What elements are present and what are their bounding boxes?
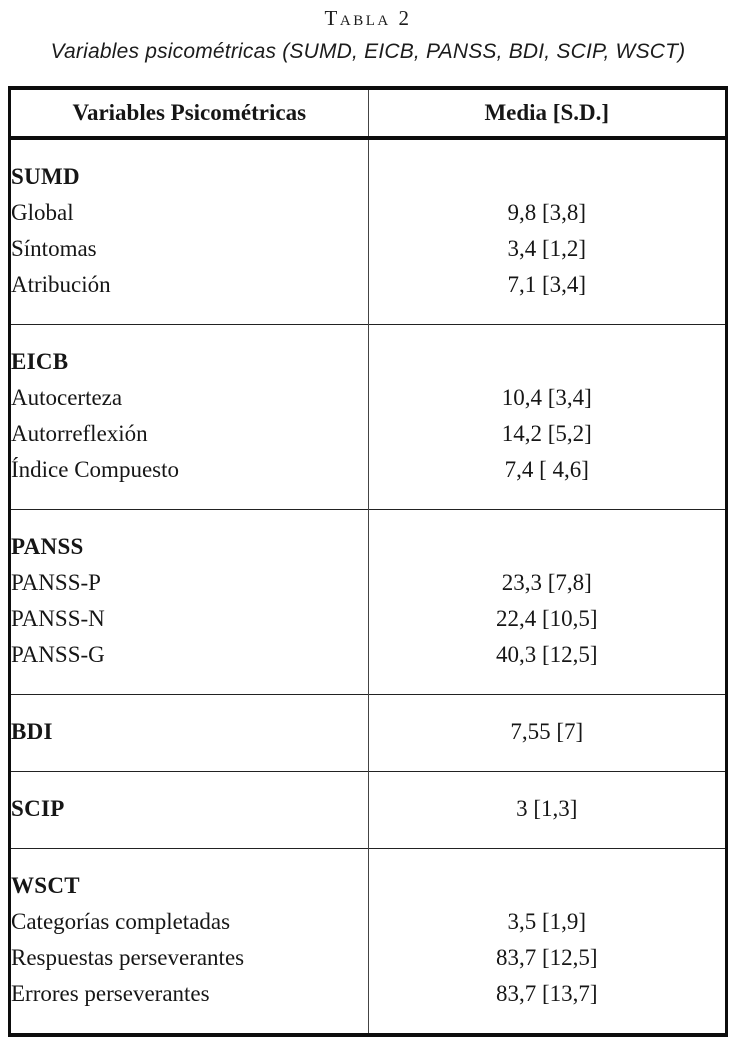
variable-label: Atribución: [11, 272, 111, 297]
value: 7,4 [ 4,6]: [504, 457, 589, 482]
value-spacer: [369, 159, 726, 195]
column-header-variables: Variables Psicométricas: [9, 88, 368, 140]
values-cell: 3,5 [1,9] 83,7 [12,5] 83,7 [13,7]: [367, 848, 727, 1035]
value-spacer: [369, 344, 726, 380]
group-label: WSCT: [11, 873, 80, 898]
variable-label: PANSS-N: [11, 606, 105, 631]
value: 10,4 [3,4]: [501, 385, 592, 410]
values-cell: 10,4 [3,4] 14,2 [5,2] 7,4 [ 4,6]: [367, 324, 727, 510]
value: 14,2 [5,2]: [501, 421, 592, 446]
variables-cell: BDI: [9, 694, 368, 772]
variable-label: Síntomas: [11, 236, 97, 261]
variables-cell: EICB Autocerteza Autorreflexión Índice C…: [9, 324, 368, 510]
values-cell: 7,55 [7]: [367, 694, 727, 772]
table-section-wsct: WSCT Categorías completadas Respuestas p…: [9, 848, 727, 1035]
value: 7,55 [7]: [510, 719, 584, 744]
value: 83,7 [13,7]: [495, 981, 598, 1006]
table-caption-subtitle: Variables psicométricas (SUMD, EICB, PAN…: [50, 40, 686, 63]
values-cell: 9,8 [3,8] 3,4 [1,2] 7,1 [3,4]: [367, 138, 727, 325]
variable-label: PANSS-P: [11, 570, 101, 595]
variables-cell: SUMD Global Síntomas Atribución: [10, 138, 369, 325]
variable-label: Global: [11, 200, 74, 225]
group-label: SCIP: [11, 796, 65, 821]
table-caption-number: Tabla 2: [324, 6, 412, 30]
variable-label: Respuestas perseverantes: [11, 945, 245, 970]
value-spacer: [369, 868, 726, 904]
value: 3,4 [1,2]: [507, 236, 587, 261]
table-section-bdi: BDI 7,55 [7]: [9, 694, 727, 772]
value-spacer: [369, 529, 726, 565]
group-label: SUMD: [11, 164, 80, 189]
value: 40,3 [12,5]: [495, 642, 598, 667]
variables-cell: PANSS PANSS-P PANSS-N PANSS-G: [9, 509, 368, 695]
table-section-sumd: SUMD Global Síntomas Atribución 9,8 [3,8…: [10, 138, 727, 325]
value: 22,4 [10,5]: [495, 606, 598, 631]
psychometric-variables-table: Variables Psicométricas Media [S.D.] SUM…: [8, 86, 728, 1037]
group-label: PANSS: [11, 534, 84, 559]
variable-label: PANSS-G: [11, 642, 105, 667]
values-cell: 3 [1,3]: [367, 771, 727, 849]
column-header-media: Media [S.D.]: [367, 88, 727, 140]
variables-cell: SCIP: [9, 771, 368, 849]
table-section-scip: SCIP 3 [1,3]: [9, 771, 727, 849]
variable-label: Autocerteza: [11, 385, 123, 410]
group-label: EICB: [11, 349, 69, 374]
value: 3 [1,3]: [516, 796, 578, 821]
group-label: BDI: [11, 719, 53, 744]
variable-label: Autorreflexión: [11, 421, 148, 446]
value: 9,8 [3,8]: [507, 200, 587, 225]
variable-label: Errores perseverantes: [11, 981, 210, 1006]
value: 83,7 [12,5]: [495, 945, 598, 970]
value: 23,3 [7,8]: [501, 570, 592, 595]
value: 3,5 [1,9]: [507, 909, 587, 934]
table-header-row: Variables Psicométricas Media [S.D.]: [9, 88, 727, 140]
table-section-eicb: EICB Autocerteza Autorreflexión Índice C…: [9, 324, 727, 510]
variable-label: Categorías completadas: [11, 909, 231, 934]
variable-label: Índice Compuesto: [11, 457, 179, 482]
variables-cell: WSCT Categorías completadas Respuestas p…: [9, 848, 368, 1035]
value: 7,1 [3,4]: [507, 272, 587, 297]
values-cell: 23,3 [7,8] 22,4 [10,5] 40,3 [12,5]: [367, 509, 727, 695]
table-section-panss: PANSS PANSS-P PANSS-N PANSS-G 23,3 [7,8]…: [9, 509, 727, 695]
